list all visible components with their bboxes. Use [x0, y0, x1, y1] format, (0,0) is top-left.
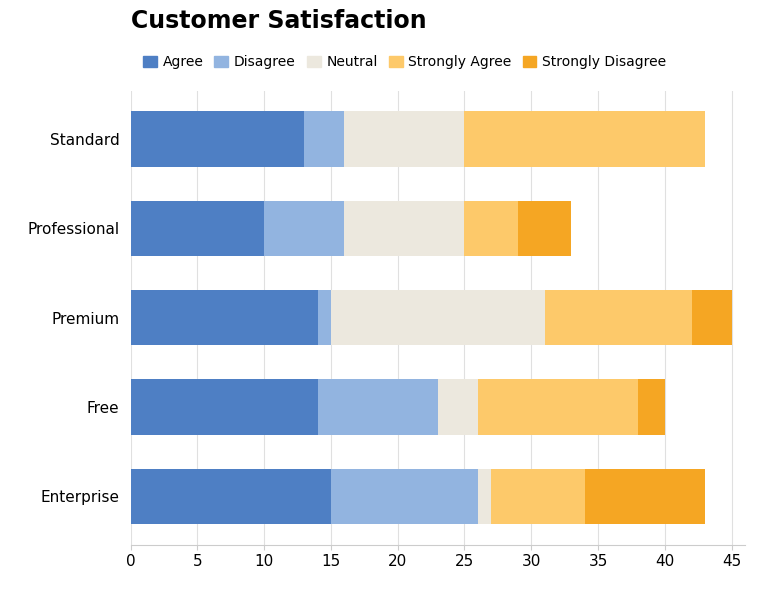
Bar: [331, 468, 478, 524]
Bar: [438, 379, 478, 434]
Bar: [465, 201, 518, 256]
Bar: [691, 290, 732, 345]
Bar: [478, 379, 638, 434]
Bar: [518, 201, 571, 256]
Legend: Agree, Disagree, Neutral, Strongly Agree, Strongly Disagree: Agree, Disagree, Neutral, Strongly Agree…: [137, 50, 672, 75]
Bar: [344, 111, 465, 167]
Bar: [131, 111, 304, 167]
Bar: [344, 201, 465, 256]
Bar: [131, 201, 264, 256]
Bar: [264, 201, 344, 256]
Bar: [584, 468, 705, 524]
Bar: [638, 379, 665, 434]
Bar: [131, 379, 317, 434]
Bar: [131, 468, 331, 524]
Bar: [131, 290, 317, 345]
Bar: [465, 111, 705, 167]
Bar: [304, 111, 344, 167]
Bar: [331, 290, 545, 345]
Bar: [492, 468, 584, 524]
Bar: [317, 290, 331, 345]
Bar: [317, 379, 438, 434]
Bar: [545, 290, 691, 345]
Text: Customer Satisfaction: Customer Satisfaction: [131, 9, 426, 33]
Bar: [478, 468, 492, 524]
